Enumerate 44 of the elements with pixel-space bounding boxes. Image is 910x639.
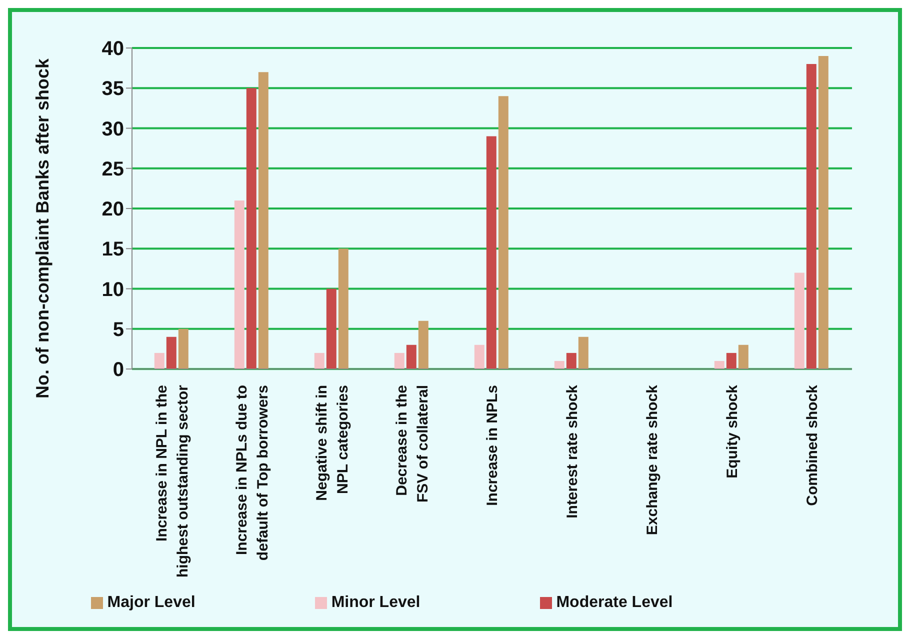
x-tick-label: Combined shock [804,384,821,506]
bar [566,352,576,369]
legend-label: Major Level [107,594,196,611]
bar [794,272,804,369]
bar [166,336,176,369]
y-axis-title: No. of non-complaint Banks after shock [32,57,52,398]
bar [406,344,416,369]
y-tick-label: 40 [102,38,124,60]
bar [578,336,588,369]
bar [154,352,164,369]
x-tick-label: Equity shock [724,384,741,478]
bar [498,96,508,369]
bar [714,360,724,369]
bar [394,352,404,369]
x-tick-label: Increase in NPLs [484,385,501,506]
x-tick-label: Exchange rate shock [644,384,661,536]
bar [178,328,188,369]
bar [258,72,268,369]
bar [246,88,256,369]
y-tick-label: 5 [112,318,124,341]
bar [554,360,564,369]
bar [234,200,244,369]
x-tick-label: Increase in NPL in the highest outstanding sector [154,384,192,578]
y-tick-label: 30 [102,118,124,140]
y-tick-label: 35 [102,78,124,100]
bar [738,344,748,369]
y-tick-label: 15 [102,238,124,261]
y-tick-label: 20 [102,198,124,221]
bar [726,352,736,369]
x-tick-label: Interest rate shock [564,384,581,518]
y-tick-label: 0 [112,359,124,382]
bar [806,64,816,369]
bar [474,344,484,369]
legend-label: Minor Level [331,594,420,611]
bar [818,56,828,369]
bar [486,136,496,369]
bar [338,248,348,369]
bar [314,352,324,369]
legend-label: Moderate Level [556,594,673,611]
bar [418,320,428,369]
x-tick-label: Decrease in the FSV of collateral [394,385,432,503]
y-tick-label: 25 [102,158,124,180]
y-tick-label: 10 [102,278,124,301]
bar [326,288,336,369]
